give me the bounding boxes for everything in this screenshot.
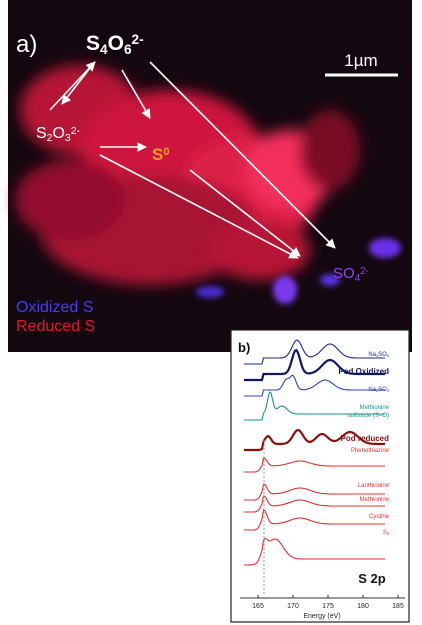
spectrum-label: S8 — [383, 530, 389, 536]
x-axis-label: Energy (eV) — [303, 613, 340, 620]
legend-label: Reduced S — [16, 318, 95, 335]
x-tick-label: 185 — [392, 603, 404, 610]
label-part: 8 — [387, 531, 389, 536]
label-part: 3 — [387, 388, 389, 393]
label-part: SO — [378, 387, 387, 393]
spectrum-label: Pod Oxidized — [338, 367, 389, 376]
label-part: 2- — [360, 266, 369, 277]
spectrum-label: Phenothiazine — [351, 448, 390, 454]
panel-label: b) — [238, 340, 250, 355]
label-part: Methionine — [360, 405, 390, 411]
label-part: S — [86, 32, 100, 55]
label-part: Phenothiazine — [351, 448, 390, 454]
spectrum-label: Lanthionine — [358, 483, 390, 489]
scale-bar-label: 1µm — [344, 51, 377, 70]
label-part: 2- — [132, 32, 144, 47]
spectrum-label: Methionine — [360, 405, 390, 411]
edge-label: S 2p — [358, 571, 386, 586]
label-part: Pod reduced — [341, 434, 390, 443]
label-part: SO — [378, 352, 387, 358]
x-tick-label: 175 — [322, 603, 334, 610]
spectrum-label: Na2SO3 — [368, 387, 389, 393]
spectrum-label: Methionine — [360, 497, 390, 503]
spectrum-label: Pod reduced — [341, 434, 390, 443]
spectrum-label: Na2SO4 — [368, 352, 390, 358]
label-part: Pod Oxidized — [338, 367, 389, 376]
figure: a)1µmS4O62-S2O32-S0SO42-Oxidized SReduce… — [0, 0, 422, 625]
x-tick-label: 180 — [357, 603, 369, 610]
legend-label: Oxidized S — [16, 299, 93, 316]
label-part: Methionine — [360, 497, 390, 503]
label-part: Lanthionine — [358, 483, 390, 489]
label-part: O — [52, 125, 64, 142]
label-part: S — [152, 145, 163, 164]
label-part: 0 — [163, 146, 169, 158]
label-part: S — [36, 125, 47, 142]
label-part: Cystine — [369, 514, 390, 520]
x-tick-label: 165 — [252, 603, 264, 610]
panel-label: a) — [16, 31, 37, 58]
x-tick-label: 170 — [287, 603, 299, 610]
label-part: 2- — [71, 126, 80, 137]
label-part: O — [108, 32, 124, 55]
label-part: SO — [333, 265, 355, 282]
spectrum-label: Cystine — [369, 514, 390, 520]
label-part: sulfoxide (S=O) — [347, 413, 389, 419]
spectrum-label: sulfoxide (S=O) — [347, 413, 389, 419]
